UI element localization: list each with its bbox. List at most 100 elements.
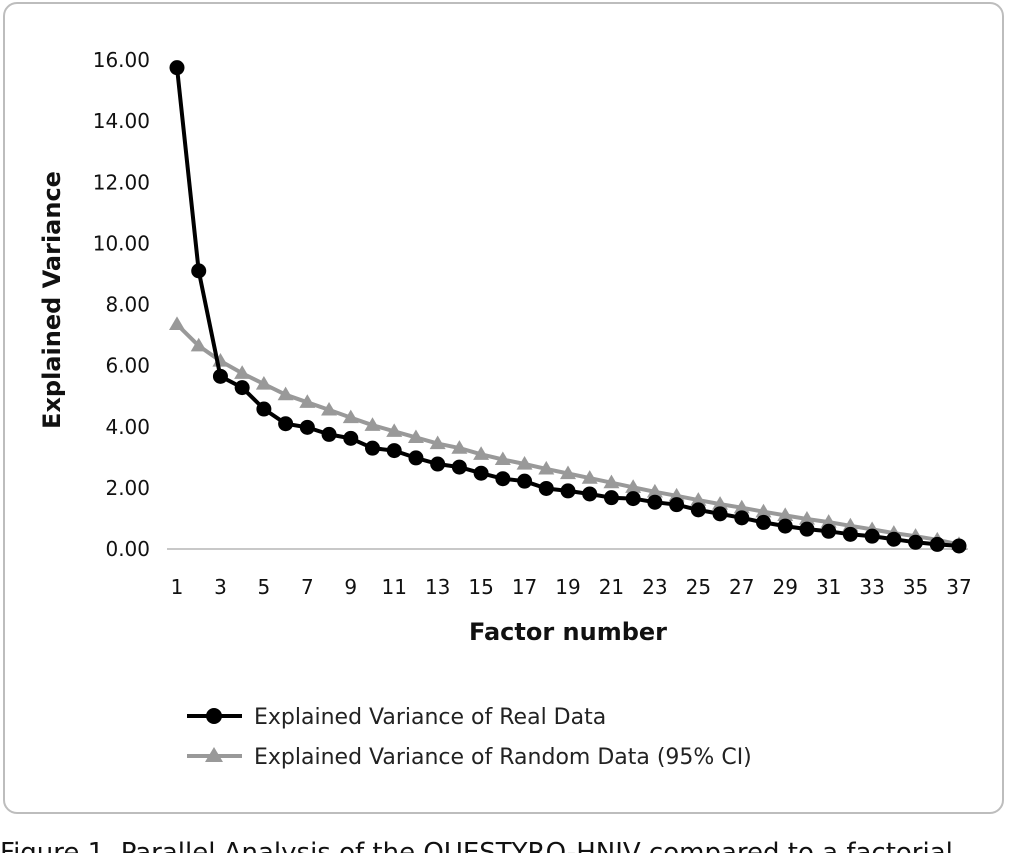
x-tick-label: 15 bbox=[468, 575, 493, 599]
data-point-random bbox=[646, 483, 663, 498]
data-point-real bbox=[299, 419, 315, 435]
data-point-real bbox=[712, 506, 728, 522]
x-tick-label: 13 bbox=[425, 575, 450, 599]
x-tick-label: 19 bbox=[555, 575, 580, 599]
data-point-real bbox=[908, 534, 924, 550]
data-point-real bbox=[777, 518, 793, 534]
data-point-real bbox=[473, 465, 489, 481]
data-point-real bbox=[560, 483, 576, 499]
x-tick-label: 21 bbox=[599, 575, 624, 599]
data-point-random bbox=[494, 451, 511, 466]
data-point-real bbox=[278, 416, 294, 432]
data-point-random bbox=[516, 456, 533, 470]
data-point-random bbox=[429, 435, 446, 450]
data-point-random bbox=[451, 440, 468, 454]
data-point-random bbox=[538, 460, 555, 475]
series-line-random-data bbox=[175, 322, 960, 547]
y-tick-label: 8.00 bbox=[105, 293, 150, 317]
x-tick-label: 7 bbox=[301, 575, 314, 599]
y-tick-label: 16.00 bbox=[93, 48, 150, 72]
data-point-random bbox=[169, 316, 185, 330]
y-tick-label: 2.00 bbox=[105, 476, 150, 500]
x-tick-label: 1 bbox=[171, 575, 184, 599]
data-point-real bbox=[842, 526, 858, 542]
x-tick-label: 27 bbox=[729, 575, 754, 599]
x-tick-label: 35 bbox=[903, 575, 928, 599]
data-point-real bbox=[365, 440, 380, 456]
x-tick-label: 23 bbox=[642, 575, 667, 599]
data-point-real bbox=[343, 430, 359, 446]
y-tick-label: 14.00 bbox=[93, 109, 150, 133]
data-point-random bbox=[733, 499, 750, 514]
data-point-random bbox=[255, 375, 272, 390]
data-point-random bbox=[342, 409, 359, 424]
data-point-random bbox=[364, 417, 381, 431]
y-tick-label: 12.00 bbox=[93, 170, 150, 194]
data-point-real bbox=[212, 368, 228, 384]
data-point-random bbox=[798, 511, 815, 525]
data-point-real bbox=[799, 521, 815, 537]
data-point-real bbox=[582, 486, 598, 502]
data-point-random bbox=[386, 423, 403, 437]
data-point-random bbox=[321, 401, 338, 416]
x-axis-title: Factor number bbox=[469, 618, 667, 646]
data-point-real bbox=[169, 60, 185, 76]
data-point-random bbox=[581, 470, 598, 484]
legend-marker-circle bbox=[206, 708, 222, 724]
y-tick-label: 4.00 bbox=[105, 415, 150, 439]
data-point-real bbox=[451, 459, 467, 475]
legend-label: Explained Variance of Random Data (95% C… bbox=[254, 745, 752, 770]
x-tick-label: 11 bbox=[381, 575, 406, 599]
legend-marker-triangle bbox=[205, 747, 223, 762]
data-point-real bbox=[669, 497, 685, 513]
data-point-real bbox=[864, 528, 880, 544]
data-point-real bbox=[321, 426, 337, 442]
data-point-real bbox=[430, 456, 446, 472]
data-point-real bbox=[517, 473, 533, 489]
data-point-real bbox=[625, 491, 641, 507]
data-point-random bbox=[755, 503, 772, 518]
data-point-random bbox=[625, 479, 642, 493]
x-tick-label: 9 bbox=[344, 575, 357, 599]
data-point-real bbox=[408, 450, 424, 466]
data-point-random bbox=[777, 507, 794, 521]
data-point-real bbox=[929, 536, 945, 552]
data-point-random bbox=[690, 492, 707, 506]
data-point-random bbox=[603, 474, 620, 489]
data-point-random bbox=[407, 429, 424, 444]
data-point-real bbox=[690, 502, 706, 518]
x-tick-label: 31 bbox=[816, 575, 841, 599]
x-tick-label: 33 bbox=[859, 575, 884, 599]
data-point-random bbox=[668, 487, 685, 502]
x-tick-label: 25 bbox=[686, 575, 711, 599]
data-point-random bbox=[277, 386, 294, 401]
x-tick-label: 3 bbox=[214, 575, 227, 599]
x-tick-label: 5 bbox=[258, 575, 271, 599]
data-point-random bbox=[712, 496, 729, 510]
y-axis-title: Explained Variance bbox=[38, 171, 66, 429]
data-point-real bbox=[734, 510, 750, 526]
y-tick-label: 0.00 bbox=[105, 537, 150, 561]
data-point-real bbox=[951, 538, 967, 554]
x-tick-label: 29 bbox=[772, 575, 797, 599]
data-point-real bbox=[603, 490, 619, 506]
x-tick-label: 37 bbox=[946, 575, 971, 599]
data-point-real bbox=[234, 380, 250, 396]
data-point-random bbox=[842, 517, 859, 532]
data-point-real bbox=[386, 443, 402, 459]
data-point-random bbox=[473, 446, 490, 460]
y-tick-label: 10.00 bbox=[93, 231, 150, 255]
data-point-real bbox=[756, 514, 771, 530]
x-tick-label: 17 bbox=[512, 575, 537, 599]
chart-frame bbox=[3, 2, 1004, 814]
data-point-random bbox=[234, 365, 251, 379]
data-point-real bbox=[256, 401, 272, 417]
data-point-random bbox=[299, 394, 316, 408]
y-tick-label: 6.00 bbox=[105, 354, 150, 378]
data-point-real bbox=[886, 531, 902, 547]
data-point-random bbox=[820, 514, 837, 528]
data-point-real bbox=[495, 471, 511, 487]
legend-label: Explained Variance of Real Data bbox=[254, 705, 606, 730]
data-point-real bbox=[191, 263, 207, 279]
data-point-random bbox=[560, 465, 576, 480]
